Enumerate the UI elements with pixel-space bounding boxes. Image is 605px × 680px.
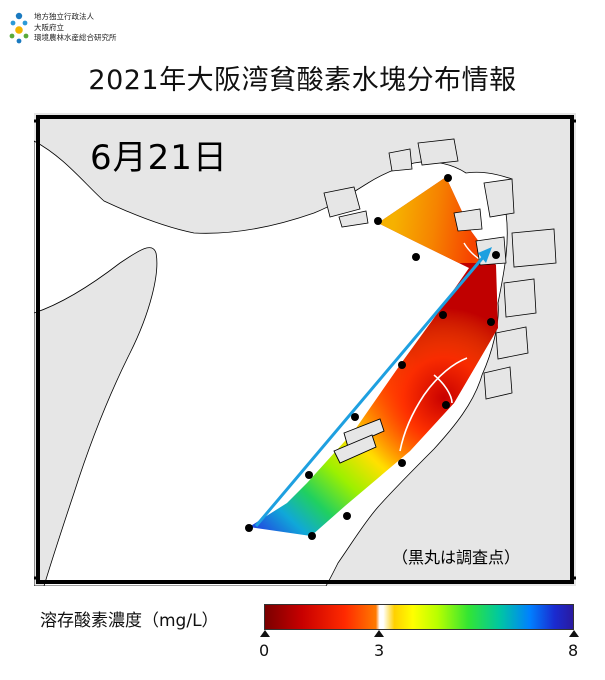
awaji-island — [34, 247, 158, 586]
do-3mgl-contour — [399, 357, 468, 452]
station-point — [343, 512, 351, 520]
station-point — [245, 524, 253, 532]
legend-tick-label: 0 — [259, 641, 270, 660]
frame-ticks — [34, 119, 576, 580]
organization-header: 地方独立行政法人 大阪府立 環境農林水産総合研究所 — [8, 8, 228, 48]
legend-title: 溶存酸素濃度（mg/L） — [40, 611, 219, 631]
legend-tick-marker — [569, 630, 579, 637]
station-point — [439, 311, 447, 319]
survey-stations — [245, 174, 500, 540]
organization-line-3: 環境農林水産総合研究所 — [34, 33, 117, 42]
station-note: （黒丸は調査点） — [392, 548, 521, 567]
station-point — [412, 253, 420, 261]
station-point — [305, 471, 313, 479]
station-point — [492, 251, 500, 259]
transect-arrow — [254, 254, 487, 527]
legend-tick-label: 8 — [568, 641, 579, 660]
station-point — [442, 401, 450, 409]
station-point — [308, 532, 316, 540]
station-point — [487, 318, 495, 326]
reclaimed-land — [323, 138, 557, 400]
airport-island — [333, 418, 385, 464]
page-title: 2021年大阪湾貧酸素水塊分布情報 — [88, 65, 517, 96]
station-point — [351, 413, 359, 421]
osaka-bay-map — [34, 113, 576, 586]
organization-line-2: 大阪府立 — [34, 22, 64, 32]
station-point — [444, 174, 452, 182]
legend-tick-marker — [374, 630, 384, 637]
station-point — [398, 459, 406, 467]
station-point — [374, 217, 382, 225]
organization-logo — [9, 12, 29, 44]
legend-tick-label: 3 — [374, 641, 385, 660]
transect-arrowhead — [478, 247, 492, 263]
survey-date: 6月21日 — [90, 138, 228, 178]
legend-color-bar — [264, 604, 574, 630]
legend-tick-marker — [260, 630, 270, 637]
organization-line-1: 地方独立行政法人 — [34, 12, 94, 21]
station-point — [398, 361, 406, 369]
